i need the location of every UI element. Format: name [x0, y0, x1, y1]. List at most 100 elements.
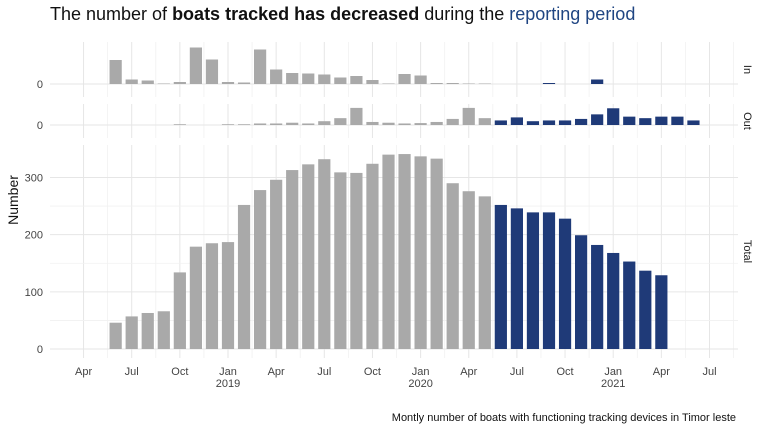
- bar: [125, 316, 138, 349]
- x-tick-label: Oct: [556, 366, 573, 378]
- bar: [302, 164, 315, 349]
- chart-caption: Montly number of boats with functioning …: [391, 412, 736, 424]
- bar: [302, 123, 315, 125]
- facet-strip-label: Out: [741, 112, 753, 130]
- bar: [382, 83, 395, 84]
- bar: [542, 212, 556, 349]
- bar: [623, 261, 636, 349]
- y-tick-label: 100: [25, 287, 43, 299]
- bar: [286, 73, 299, 84]
- bar: [302, 73, 315, 84]
- bar: [607, 108, 620, 125]
- bar: [334, 118, 347, 125]
- bar: [173, 124, 186, 125]
- bar: [575, 118, 588, 125]
- title-bold-phrase: boats tracked has decreased: [172, 4, 420, 24]
- bar: [205, 243, 219, 349]
- bar: [526, 212, 540, 349]
- bar: [398, 74, 411, 84]
- bar: [607, 252, 620, 349]
- bar: [639, 118, 652, 125]
- title-part1: The number of: [50, 4, 173, 24]
- bar: [623, 116, 636, 125]
- bar: [639, 270, 652, 349]
- bar: [414, 75, 427, 84]
- bar: [542, 83, 556, 84]
- bar: [334, 172, 347, 349]
- bar: [254, 49, 267, 84]
- bar: [575, 235, 588, 349]
- bar: [318, 74, 331, 84]
- bar: [430, 83, 443, 84]
- y-tick-label: 0: [37, 120, 43, 132]
- x-tick-year-label: 2019: [216, 378, 240, 390]
- bar: [157, 83, 170, 84]
- bar: [221, 124, 235, 125]
- bar: [237, 204, 251, 349]
- bar: [494, 120, 507, 125]
- facet-strip-label: In: [741, 65, 753, 74]
- bar: [526, 121, 540, 125]
- bar: [414, 123, 427, 125]
- y-axis-label: Number: [5, 175, 21, 225]
- bar: [446, 183, 459, 349]
- bar: [237, 82, 251, 84]
- bar: [286, 170, 299, 349]
- bar: [462, 107, 475, 125]
- x-tick-label: Oct: [171, 366, 188, 378]
- bar: [510, 117, 523, 125]
- facet-strip-label: Total: [741, 240, 753, 263]
- y-tick-label: 200: [25, 230, 43, 242]
- bar: [398, 154, 411, 349]
- bar: [173, 82, 186, 84]
- bar: [430, 158, 443, 349]
- bar: [318, 121, 331, 125]
- bar: [446, 83, 459, 84]
- x-tick-label: Oct: [364, 366, 381, 378]
- bar: [141, 312, 154, 349]
- bar: [205, 59, 219, 84]
- x-tick-label: Apr: [653, 366, 670, 378]
- x-tick-year-label: 2021: [601, 378, 625, 390]
- bar: [478, 196, 491, 349]
- bar: [382, 122, 395, 125]
- bar: [478, 83, 491, 84]
- bar: [189, 246, 202, 349]
- bar: [414, 156, 427, 349]
- bar: [510, 208, 523, 349]
- bar: [430, 121, 443, 125]
- bar: [350, 76, 363, 84]
- x-tick-label: Jan: [219, 366, 237, 378]
- chart-title: The number of boats tracked has decrease…: [50, 4, 635, 25]
- bar: [446, 118, 459, 125]
- bar: [270, 179, 283, 349]
- x-tick-label: Apr: [460, 366, 477, 378]
- bar: [237, 124, 251, 125]
- bar: [350, 172, 363, 349]
- x-tick-label: Jul: [317, 366, 331, 378]
- bar: [366, 80, 379, 84]
- bar: [221, 242, 235, 349]
- bar: [221, 82, 235, 84]
- x-tick-label: Jul: [125, 366, 139, 378]
- bar: [141, 80, 154, 84]
- bar: [655, 275, 668, 349]
- x-tick-year-label: 2020: [408, 378, 432, 390]
- bar: [286, 122, 299, 125]
- title-highlight-phrase: reporting period: [509, 4, 636, 24]
- bar: [478, 118, 491, 125]
- x-tick-label: Jan: [412, 366, 430, 378]
- bar: [270, 69, 283, 84]
- bar: [350, 107, 363, 125]
- x-tick-label: Apr: [268, 366, 285, 378]
- bar: [125, 79, 138, 84]
- x-tick-label: Jul: [702, 366, 716, 378]
- bar: [366, 163, 379, 349]
- bar: [189, 47, 202, 84]
- bar: [398, 123, 411, 125]
- bar: [655, 116, 668, 125]
- bar: [591, 244, 604, 349]
- bar: [173, 272, 186, 349]
- bar: [558, 218, 572, 349]
- bar: [318, 159, 331, 349]
